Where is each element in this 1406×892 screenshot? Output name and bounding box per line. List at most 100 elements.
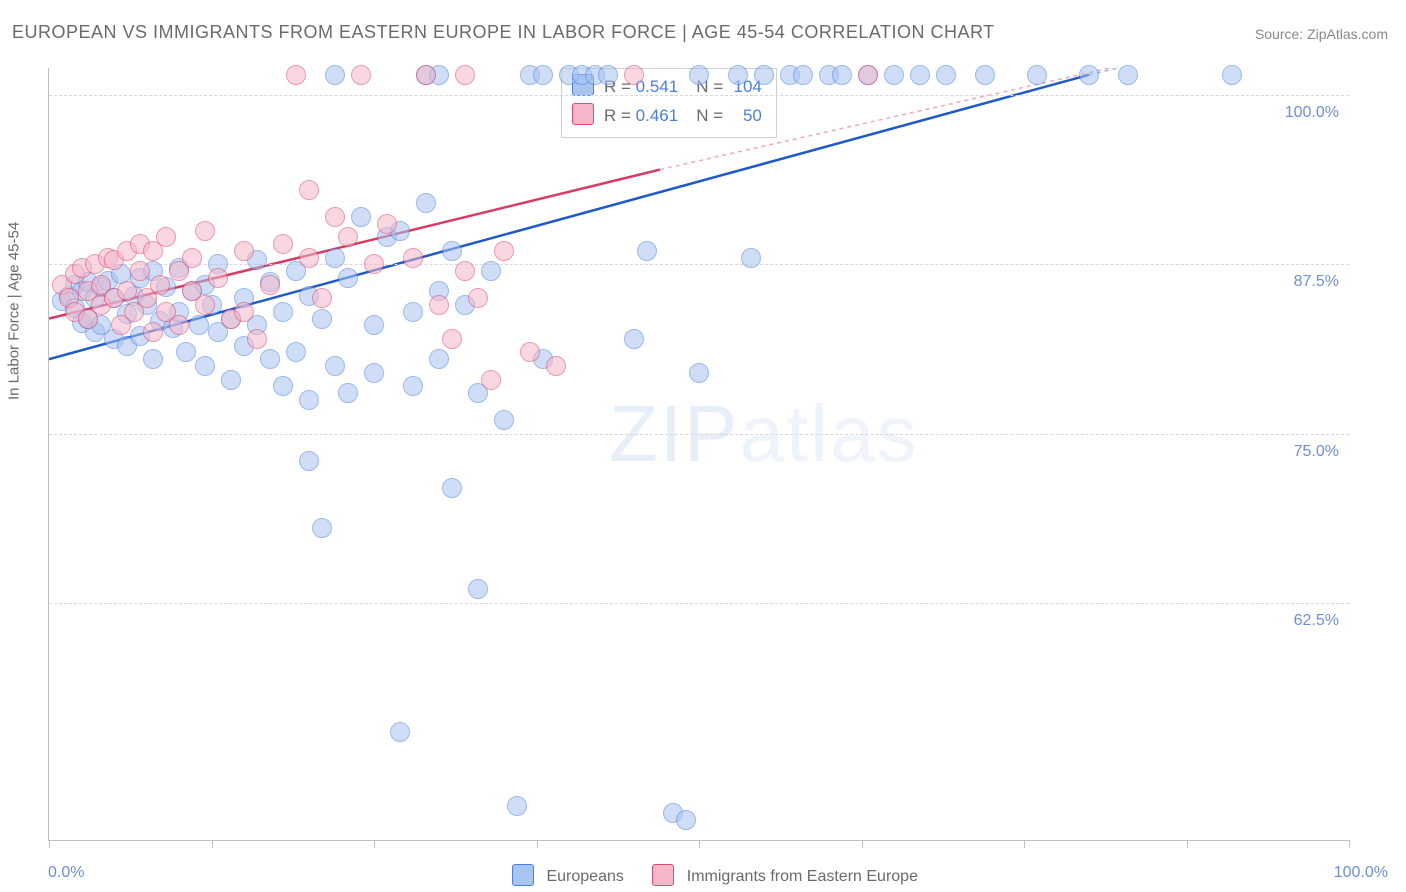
data-point-europeans <box>195 356 215 376</box>
data-point-europeans <box>351 207 371 227</box>
data-point-europeans <box>299 451 319 471</box>
y-tick-label: 62.5% <box>1294 612 1339 630</box>
data-point-europeans <box>286 342 306 362</box>
data-point-europeans <box>754 65 774 85</box>
data-point-eastern <box>208 268 228 288</box>
data-point-europeans <box>884 65 904 85</box>
x-tick <box>699 840 700 848</box>
legend-row: R = 0.461N = 50 <box>572 102 762 131</box>
data-point-europeans <box>273 302 293 322</box>
y-axis-label: In Labor Force | Age 45-54 <box>6 222 23 400</box>
data-point-eastern <box>169 315 189 335</box>
data-point-eastern <box>299 180 319 200</box>
gridline-h <box>49 95 1349 96</box>
data-point-europeans <box>189 315 209 335</box>
data-point-europeans <box>325 356 345 376</box>
data-point-europeans <box>468 579 488 599</box>
data-point-eastern <box>442 329 462 349</box>
data-point-europeans <box>442 478 462 498</box>
data-point-europeans <box>442 241 462 261</box>
data-point-europeans <box>481 261 501 281</box>
x-tick <box>1349 840 1350 848</box>
data-point-europeans <box>338 383 358 403</box>
data-point-eastern <box>468 288 488 308</box>
data-point-eastern <box>234 302 254 322</box>
data-point-eastern <box>624 65 644 85</box>
data-point-europeans <box>936 65 956 85</box>
europeans-swatch <box>512 864 534 886</box>
data-point-eastern <box>455 65 475 85</box>
data-point-europeans <box>832 65 852 85</box>
data-point-europeans <box>741 248 761 268</box>
data-point-europeans <box>910 65 930 85</box>
x-tick <box>1187 840 1188 848</box>
x-tick <box>374 840 375 848</box>
data-point-eastern <box>234 241 254 261</box>
x-tick <box>212 840 213 848</box>
gridline-h <box>49 603 1349 604</box>
data-point-europeans <box>312 518 332 538</box>
data-point-europeans <box>507 796 527 816</box>
data-point-eastern <box>364 254 384 274</box>
data-point-eastern <box>338 227 358 247</box>
data-point-europeans <box>364 363 384 383</box>
x-tick <box>862 840 863 848</box>
data-point-europeans <box>637 241 657 261</box>
data-point-europeans <box>299 390 319 410</box>
data-point-eastern <box>286 65 306 85</box>
data-point-europeans <box>325 65 345 85</box>
data-point-eastern <box>156 227 176 247</box>
data-point-europeans <box>1118 65 1138 85</box>
data-point-eastern <box>520 342 540 362</box>
data-point-eastern <box>403 248 423 268</box>
data-point-eastern <box>150 275 170 295</box>
data-point-eastern <box>481 370 501 390</box>
data-point-europeans <box>689 363 709 383</box>
data-point-europeans <box>689 65 709 85</box>
data-point-eastern <box>377 214 397 234</box>
data-point-europeans <box>364 315 384 335</box>
scatter-plot-area: ZIPatlas R = 0.541N = 104R = 0.461N = 50… <box>48 68 1349 841</box>
chart-title: EUROPEAN VS IMMIGRANTS FROM EASTERN EURO… <box>12 22 995 43</box>
data-point-europeans <box>273 376 293 396</box>
data-point-europeans <box>143 349 163 369</box>
data-point-europeans <box>403 376 423 396</box>
data-point-eastern <box>325 207 345 227</box>
data-point-eastern <box>247 329 267 349</box>
eastern-label: Immigrants from Eastern Europe <box>687 868 918 885</box>
data-point-eastern <box>455 261 475 281</box>
data-point-europeans <box>598 65 618 85</box>
data-point-europeans <box>325 248 345 268</box>
data-point-europeans <box>416 193 436 213</box>
data-point-europeans <box>728 65 748 85</box>
data-point-europeans <box>221 370 241 390</box>
data-point-europeans <box>260 349 280 369</box>
data-point-europeans <box>624 329 644 349</box>
data-point-europeans <box>1079 65 1099 85</box>
data-point-eastern <box>858 65 878 85</box>
x-tick <box>1024 840 1025 848</box>
data-point-eastern <box>117 281 137 301</box>
gridline-h <box>49 434 1349 435</box>
data-point-eastern <box>195 221 215 241</box>
x-tick <box>537 840 538 848</box>
data-point-europeans <box>390 722 410 742</box>
data-point-europeans <box>429 349 449 369</box>
data-point-eastern <box>416 65 436 85</box>
europeans-label: Europeans <box>546 868 623 885</box>
data-point-europeans <box>338 268 358 288</box>
y-tick-label: 75.0% <box>1294 443 1339 461</box>
x-tick <box>49 840 50 848</box>
data-point-europeans <box>533 65 553 85</box>
y-tick-label: 100.0% <box>1285 104 1339 122</box>
data-point-eastern <box>429 295 449 315</box>
eastern-swatch <box>652 864 674 886</box>
data-point-eastern <box>273 234 293 254</box>
regression-lines-layer <box>49 68 1349 840</box>
gridline-h <box>49 264 1349 265</box>
data-point-europeans <box>975 65 995 85</box>
series-legend: Europeans Immigrants from Eastern Europe <box>0 864 1406 886</box>
data-point-eastern <box>195 295 215 315</box>
data-point-europeans <box>403 302 423 322</box>
data-point-eastern <box>312 288 332 308</box>
